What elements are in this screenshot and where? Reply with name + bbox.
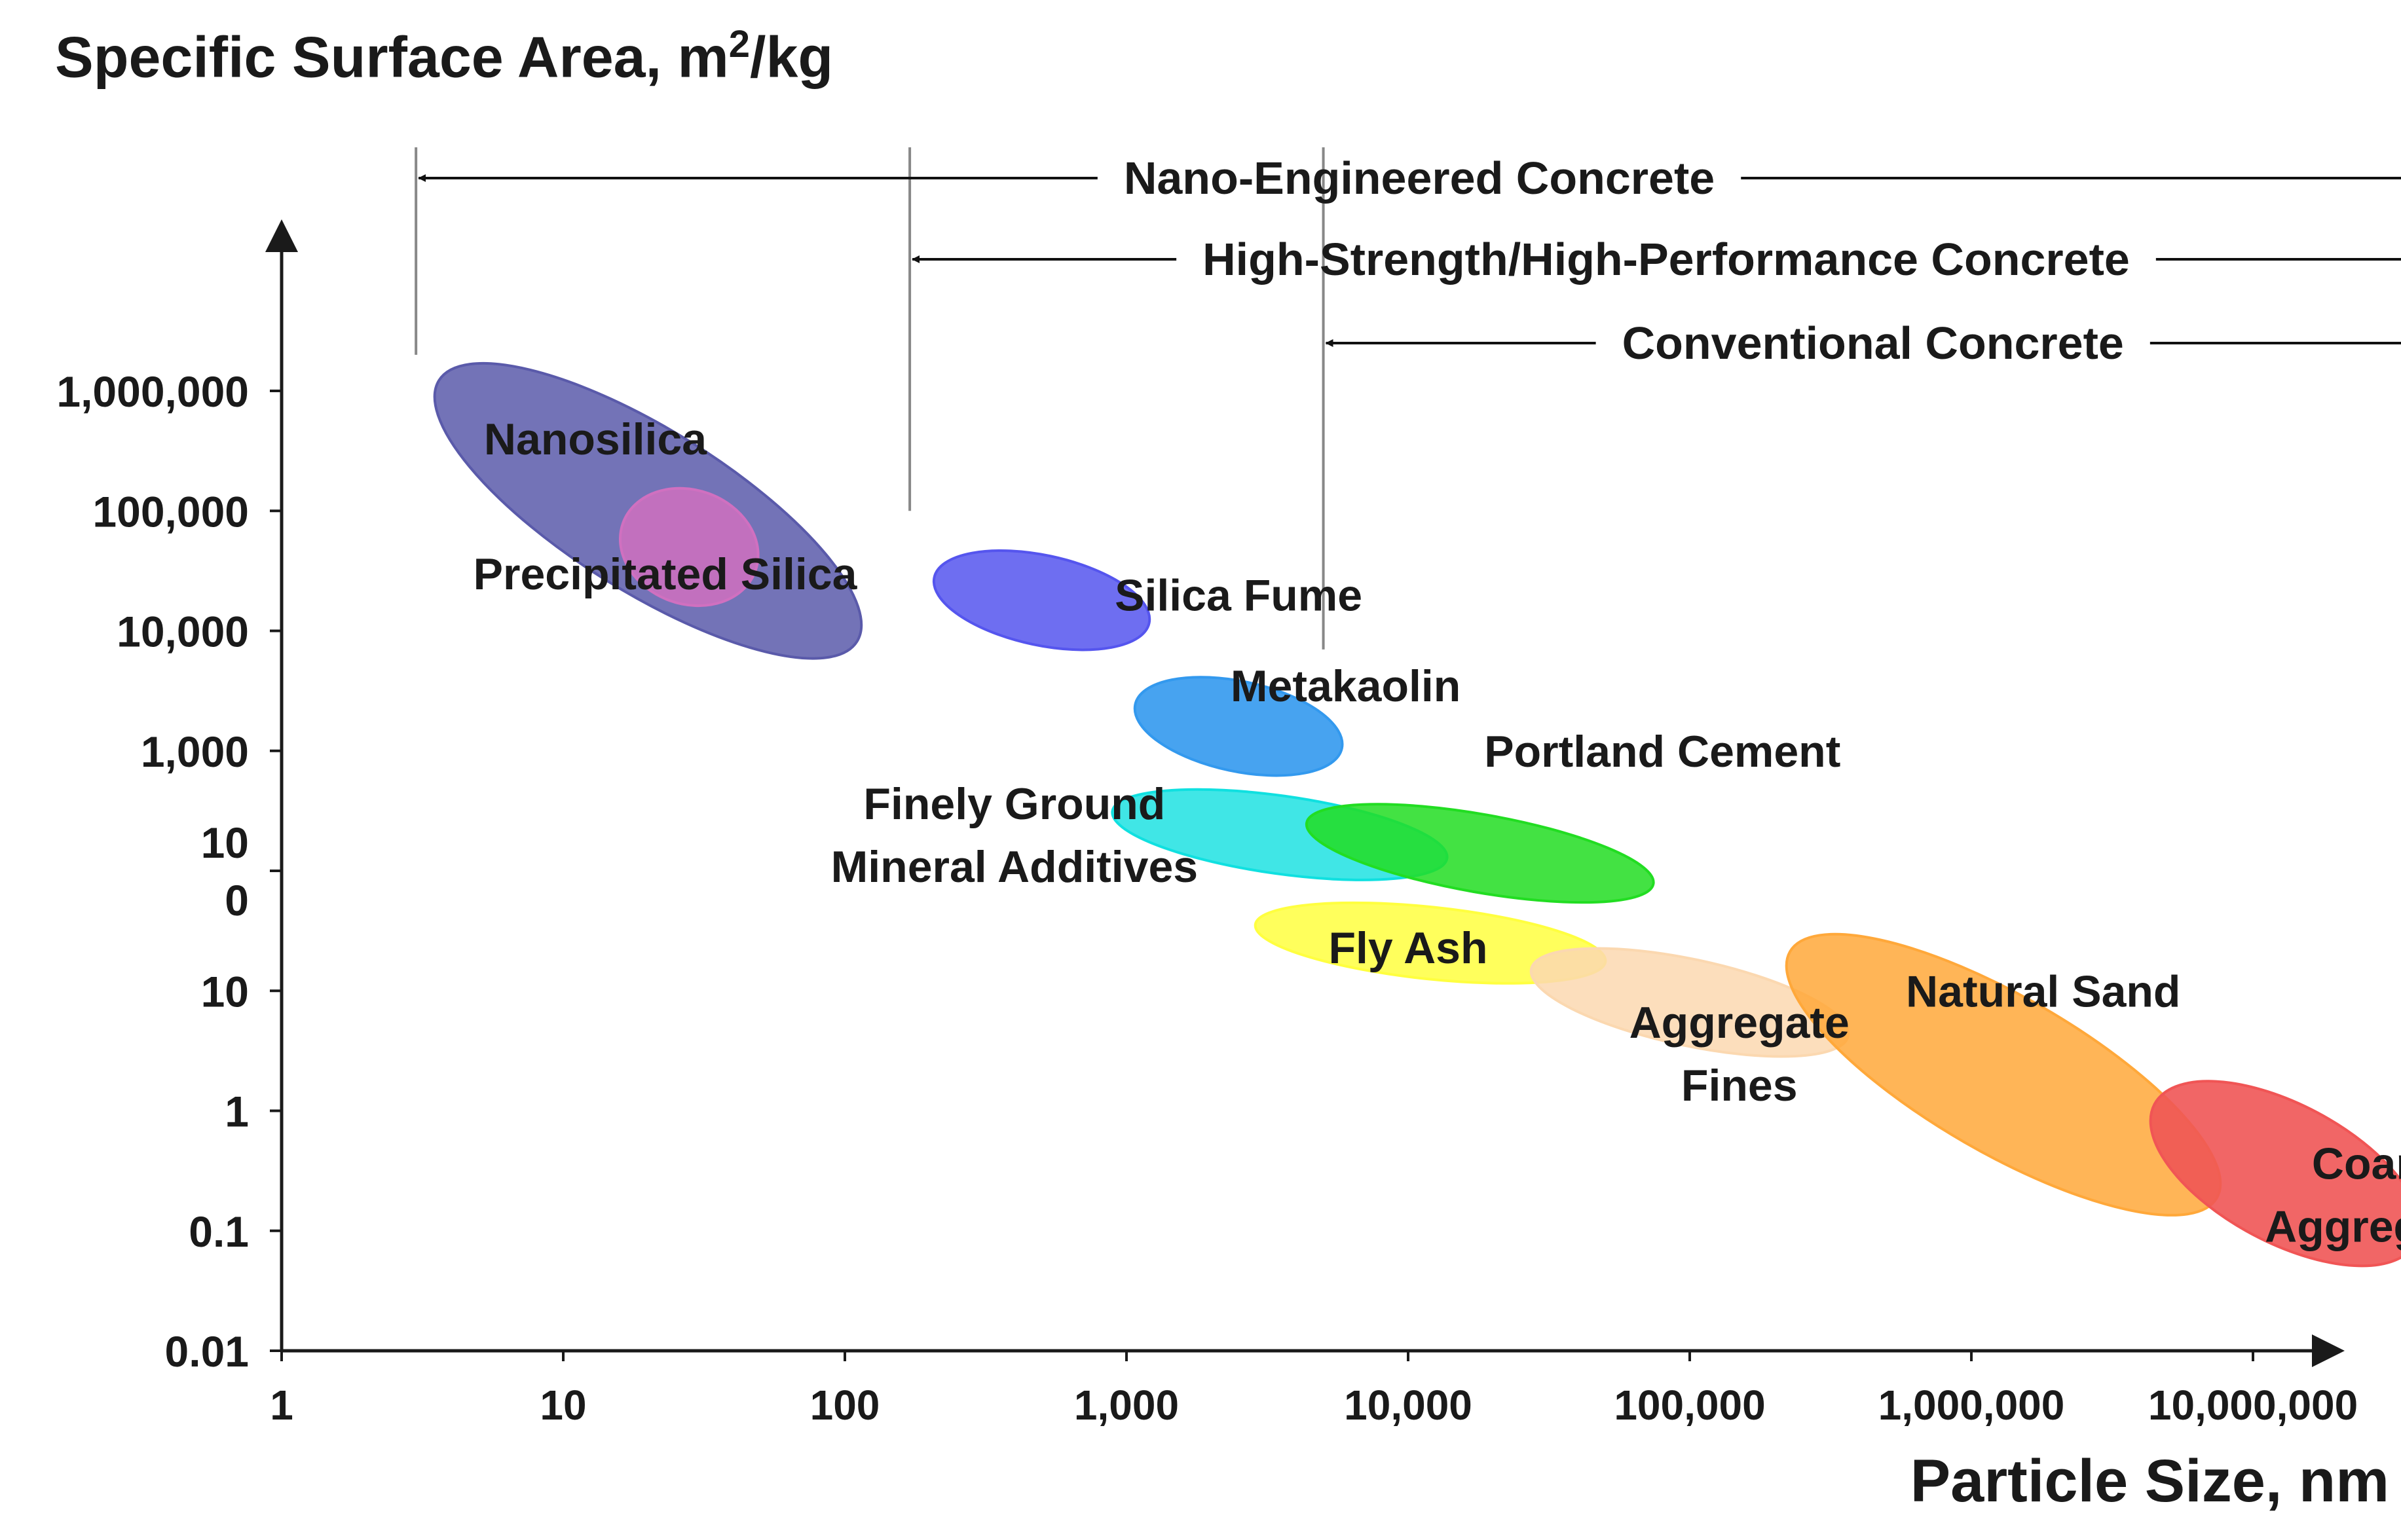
range-label-conventional-concrete: Conventional Concrete [1622,318,2124,369]
y-tick-label: 0.1 [189,1207,249,1256]
y-tick-label: 0.01 [165,1327,249,1376]
x-tick-label: 10,000 [1344,1382,1472,1429]
concrete-ranges: Nano-Engineered Concrete High-Strength/Hi… [418,153,2401,369]
region-label-precipitated-silica: Precipitated Silica [474,549,858,599]
x-tick-label: 10 [540,1382,586,1429]
y-tick-label: 10 [201,967,249,1016]
region-silica-fume-ellipse [932,549,1151,651]
x-tick-label: 100 [810,1382,880,1429]
region-metakaolin-ellipse [1133,676,1344,777]
region-label-nanosilica: Nanosilica [484,414,707,464]
y-tick-label: 100,000 [92,487,249,536]
region-label-coarse-aggregates: CoarseAggregates [2265,1139,2401,1252]
x-tick-label: 1,000 [1074,1382,1179,1429]
region-label-finely-ground-mineral-additives: Finely Ground Mineral Additives [831,779,1199,892]
material-regions [433,361,2401,1268]
region-label-aggregate-fines: Aggregate Fines [1629,998,1850,1110]
y-tick-label: 1,000 [141,727,249,776]
region-labels: Nanosilica Precipitated Silica Silica Fume… [474,414,2401,1252]
region-label-portland-cement: Portland Cement [1484,727,1840,777]
y-tick-label: 1,000,000 [56,367,249,416]
x-tick-label: 1,000,000 [1878,1382,2065,1429]
y-tick-label: 10,000 [117,608,249,656]
range-label-nano-engineered-concrete: Nano-Engineered Concrete [1124,153,1715,204]
region-label-silica-fume: Silica Fume [1115,570,1362,620]
chart-title: Specific Surface Area, m2/kg [55,23,834,90]
y-tick-label: 10 0 [201,818,249,925]
region-label-fly-ash: Fly Ash [1328,923,1487,973]
region-label-metakaolin: Metakaolin [1231,661,1461,711]
y-tick-label: 1 [225,1088,249,1136]
region-label-natural-sand: Natural Sand [1906,966,2180,1016]
region-portland-cement-ellipse [1305,803,1655,904]
region-coarse-aggregates-ellipse [2149,1080,2401,1268]
x-tick-label: 1 [270,1382,293,1429]
x-axis-label: Particle Size, nm [1910,1448,2389,1514]
x-tick-label: 10,000,000 [2148,1382,2358,1429]
x-tick-label: 100,000 [1614,1382,1765,1429]
region-natural-sand-ellipse [1785,932,2222,1217]
region-precipitated-silica-ellipse [618,486,760,608]
range-marker-lines [415,147,1325,650]
axes: 1 10 100 1,000 10,000 100,000 1,000,000 10,000,… [56,219,2358,1429]
range-label-high-strength-high-performance-concrete: High-Strength/High-Performance Concrete [1202,234,2130,285]
